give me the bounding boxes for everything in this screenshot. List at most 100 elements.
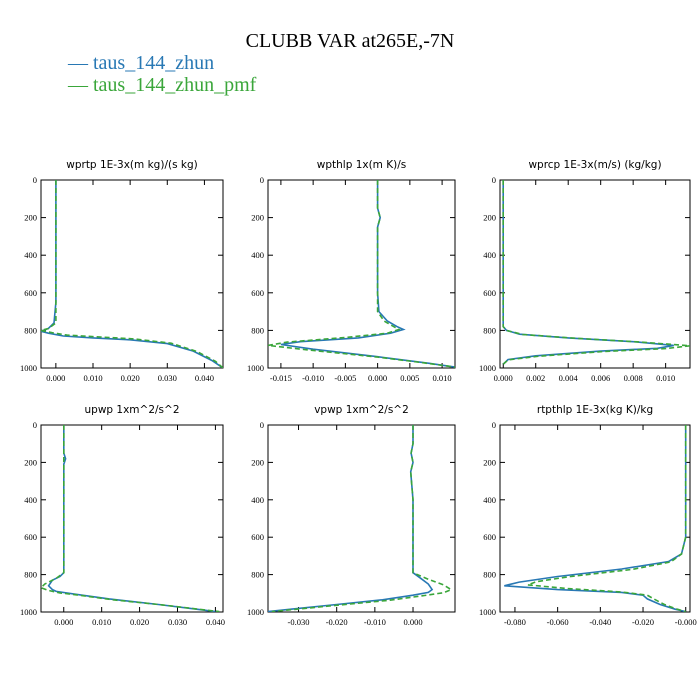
x-tick-label: 0.010 xyxy=(656,373,675,383)
panel-title: wpthlp 1x(m K)/s xyxy=(317,159,407,171)
plot-frame xyxy=(499,179,691,369)
x-tick-label: 0.000 xyxy=(368,373,387,383)
x-tick-label: 0.000 xyxy=(54,617,73,627)
figure-title: CLUBB VAR at265E,-7N xyxy=(245,30,455,52)
y-tick-label: 0 xyxy=(260,175,264,185)
y-tick-label: 0 xyxy=(492,420,496,430)
x-tick-label: 0.020 xyxy=(130,617,149,627)
y-tick-label: 1000 xyxy=(479,363,496,373)
x-tick-label: -0.015 xyxy=(270,373,292,383)
panel-title: wprcp 1E-3x(m/s) (kg/kg) xyxy=(528,159,661,171)
y-tick-label: 1000 xyxy=(20,363,37,373)
y-tick-label: 400 xyxy=(483,495,496,505)
x-tick-label: 0.004 xyxy=(559,373,579,383)
panel-title: upwp 1xm^2/s^2 xyxy=(85,404,180,416)
y-tick-label: 1000 xyxy=(20,607,37,617)
x-tick-label: -0.020 xyxy=(632,617,654,627)
y-tick-label: 0 xyxy=(33,420,37,430)
x-tick-label: -0.080 xyxy=(504,617,526,627)
x-tick-label: -0.030 xyxy=(288,617,310,627)
y-tick-label: 400 xyxy=(483,250,496,260)
chart-panel: rtpthlp 1E-3x(kg K)/kg02004006008001000-… xyxy=(479,404,697,627)
x-tick-label: 0.010 xyxy=(83,373,102,383)
y-tick-label: 600 xyxy=(251,288,264,298)
y-tick-label: 200 xyxy=(483,213,496,223)
series-line-zhun-pmf xyxy=(527,425,687,612)
x-tick-label: 0.000 xyxy=(494,373,513,383)
x-tick-label: 0.010 xyxy=(92,617,111,627)
y-tick-label: 200 xyxy=(251,213,264,223)
y-tick-label: 400 xyxy=(24,250,37,260)
y-tick-label: 200 xyxy=(24,213,37,223)
chart-panel: upwp 1xm^2/s^2 0 200 400 600 800 1000 0.000 0.01… xyxy=(20,404,225,627)
x-tick-label: 0.030 xyxy=(158,373,177,383)
series-line-zhun-pmf xyxy=(41,425,220,612)
legend-line-icon: — xyxy=(68,52,88,74)
x-tick-label: -0.020 xyxy=(326,617,348,627)
series-line-zhun xyxy=(41,180,223,368)
panel-title: rtpthlp 1E-3x(kg K)/kg xyxy=(537,404,653,416)
chart-panel: wprcp 1E-3x(m/s) (kg/kg) 0 200 400 600 800 100… xyxy=(479,159,691,383)
y-tick-label: 1000 xyxy=(247,607,264,617)
y-tick-label: 200 xyxy=(251,457,264,467)
series-line-zhun xyxy=(268,425,434,612)
x-tick-label: 0.010 xyxy=(433,373,452,383)
x-tick-label: 0.006 xyxy=(591,373,610,383)
x-tick-label: 0.000 xyxy=(403,617,422,627)
x-tick-label: 0.020 xyxy=(121,373,140,383)
x-tick-label: 0.002 xyxy=(526,373,545,383)
y-tick-label: 0 xyxy=(260,420,264,430)
legend-label: taus_144_zhun xyxy=(93,52,215,74)
y-tick-label: 200 xyxy=(483,457,496,467)
y-tick-label: 600 xyxy=(24,288,37,298)
panel-title: vpwp 1xm^2/s^2 xyxy=(314,404,409,416)
legend-line-icon: — xyxy=(68,74,88,96)
series-line-zhun-pmf xyxy=(502,180,690,365)
chart-panel: vpwp 1xm^2/s^2 0 200 400 600 800 1000 -0.030 -0.… xyxy=(247,404,456,627)
series-line-zhun xyxy=(47,425,216,612)
panel-title: wprtp 1E-3x(m kg)/(s kg) xyxy=(66,159,197,171)
x-tick-label: 0.040 xyxy=(195,373,214,383)
y-tick-label: 800 xyxy=(251,570,264,580)
x-tick-label: -0.010 xyxy=(302,373,324,383)
x-tick-label: 0.030 xyxy=(168,617,187,627)
legend-entry-zhun-pmf: — taus_144_zhun_pmf xyxy=(68,74,256,97)
series-line-zhun xyxy=(502,180,674,365)
series-line-zhun-pmf xyxy=(41,180,223,368)
x-tick-label: -0.060 xyxy=(547,617,569,627)
y-tick-label: 600 xyxy=(483,532,496,542)
chart-panel: wpthlp 1x(m K)/s 0 200 400 600 800 1000 -0.015-… xyxy=(247,159,456,383)
x-tick-label: 0.005 xyxy=(400,373,419,383)
x-tick-label: 0.008 xyxy=(624,373,643,383)
x-tick-label: -0.040 xyxy=(589,617,611,627)
y-tick-label: 1000 xyxy=(247,363,264,373)
series-line-zhun-pmf xyxy=(268,180,455,368)
y-tick-label: 800 xyxy=(24,325,37,335)
plot-frame xyxy=(40,179,224,369)
x-tick-label: 0.040 xyxy=(206,617,225,627)
y-tick-label: 800 xyxy=(483,570,496,580)
y-tick-label: 600 xyxy=(251,532,264,542)
y-tick-label: 400 xyxy=(251,495,264,505)
y-tick-label: 800 xyxy=(251,325,264,335)
chart-panel: wprtp 1E-3x(m kg)/(s kg) 0 200 400 600 800 100… xyxy=(20,159,224,383)
y-tick-label: 0 xyxy=(492,175,496,185)
legend-entry-zhun: — taus_144_zhun xyxy=(68,52,214,75)
x-tick-label: -0.000 xyxy=(675,617,697,627)
y-tick-label: 400 xyxy=(251,250,264,260)
y-tick-label: 200 xyxy=(24,457,37,467)
series-line-zhun xyxy=(280,180,455,368)
plot-frame xyxy=(267,424,456,613)
y-tick-label: 0 xyxy=(33,175,37,185)
plot-frame xyxy=(267,179,456,369)
y-tick-label: 800 xyxy=(24,570,37,580)
y-tick-label: 400 xyxy=(24,495,37,505)
plot-frame xyxy=(499,424,691,613)
plot-frame xyxy=(40,424,224,613)
y-tick-label: 600 xyxy=(24,532,37,542)
y-tick-label: 1000 xyxy=(479,607,496,617)
legend-label: taus_144_zhun_pmf xyxy=(93,74,257,96)
x-tick-label: 0.000 xyxy=(46,373,65,383)
